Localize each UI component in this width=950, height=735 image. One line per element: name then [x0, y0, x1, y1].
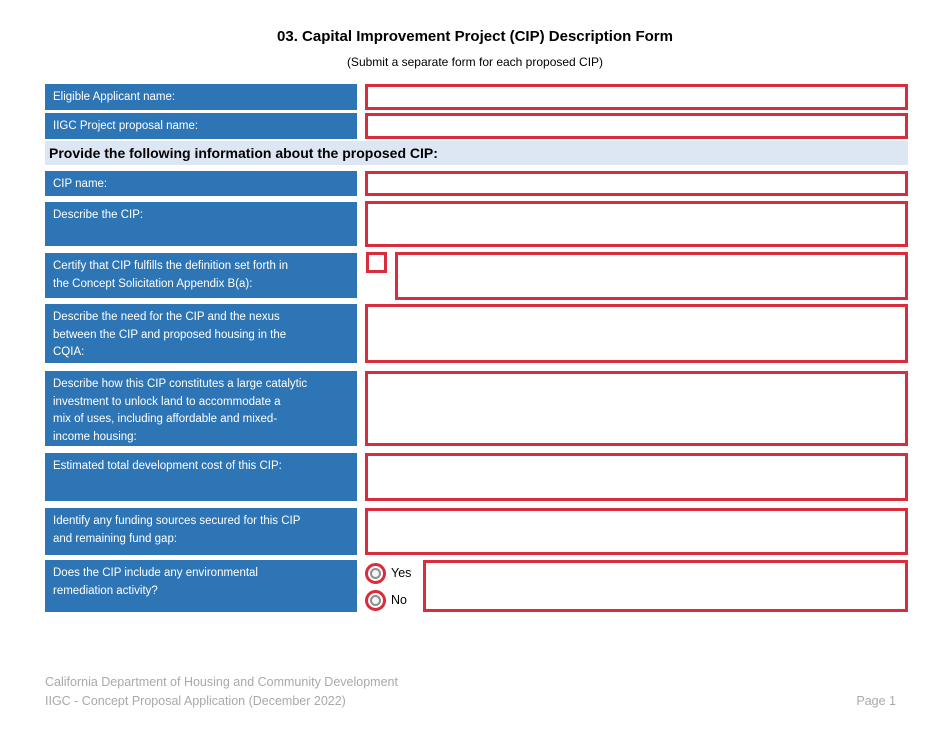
eligible-applicant-name-input[interactable] [365, 84, 908, 110]
label-funding-sources: Identify any funding sources secured for… [45, 508, 357, 555]
need-and-nexus-textarea[interactable] [365, 304, 908, 363]
describe-cip-textarea[interactable] [365, 201, 908, 247]
certify-textarea[interactable] [395, 252, 908, 300]
label-catalytic-investment: Describe how this CIP constitutes a larg… [45, 371, 357, 446]
no-radio-label: No [391, 593, 407, 607]
footer-department-line: California Department of Housing and Com… [45, 675, 398, 689]
certify-checkbox[interactable] [366, 252, 387, 273]
label-iigc-project-proposal-name: IIGC Project proposal name: [45, 113, 357, 139]
environmental-remediation-yes-radio[interactable] [365, 563, 386, 584]
catalytic-investment-textarea[interactable] [365, 371, 908, 446]
radio-inner-circle [370, 568, 381, 579]
iigc-project-proposal-name-input[interactable] [365, 113, 908, 139]
label-certify-definition: Certify that CIP fulfills the definition… [45, 253, 357, 298]
section-header: Provide the following information about … [45, 141, 908, 165]
label-environmental-remediation: Does the CIP include any environmental r… [45, 560, 357, 612]
radio-inner-circle [370, 595, 381, 606]
form-subtitle: (Submit a separate form for each propose… [346, 55, 604, 69]
yes-radio-label: Yes [391, 566, 412, 580]
funding-sources-textarea[interactable] [365, 508, 908, 555]
form-title: 03. Capital Improvement Project (CIP) De… [277, 28, 673, 45]
label-total-development-cost: Estimated total development cost of this… [45, 453, 357, 501]
label-describe-cip: Describe the CIP: [45, 202, 357, 246]
label-eligible-applicant-name: Eligible Applicant name: [45, 84, 357, 110]
footer-application-line: IIGC - Concept Proposal Application (Dec… [45, 694, 346, 708]
environmental-remediation-textarea[interactable] [423, 560, 908, 612]
environmental-remediation-no-radio[interactable] [365, 590, 386, 611]
footer-page-number: Page 1 [856, 694, 896, 708]
total-development-cost-textarea[interactable] [365, 453, 908, 501]
label-need-and-nexus: Describe the need for the CIP and the ne… [45, 304, 357, 363]
cip-name-input[interactable] [365, 171, 908, 196]
label-cip-name: CIP name: [45, 171, 357, 196]
